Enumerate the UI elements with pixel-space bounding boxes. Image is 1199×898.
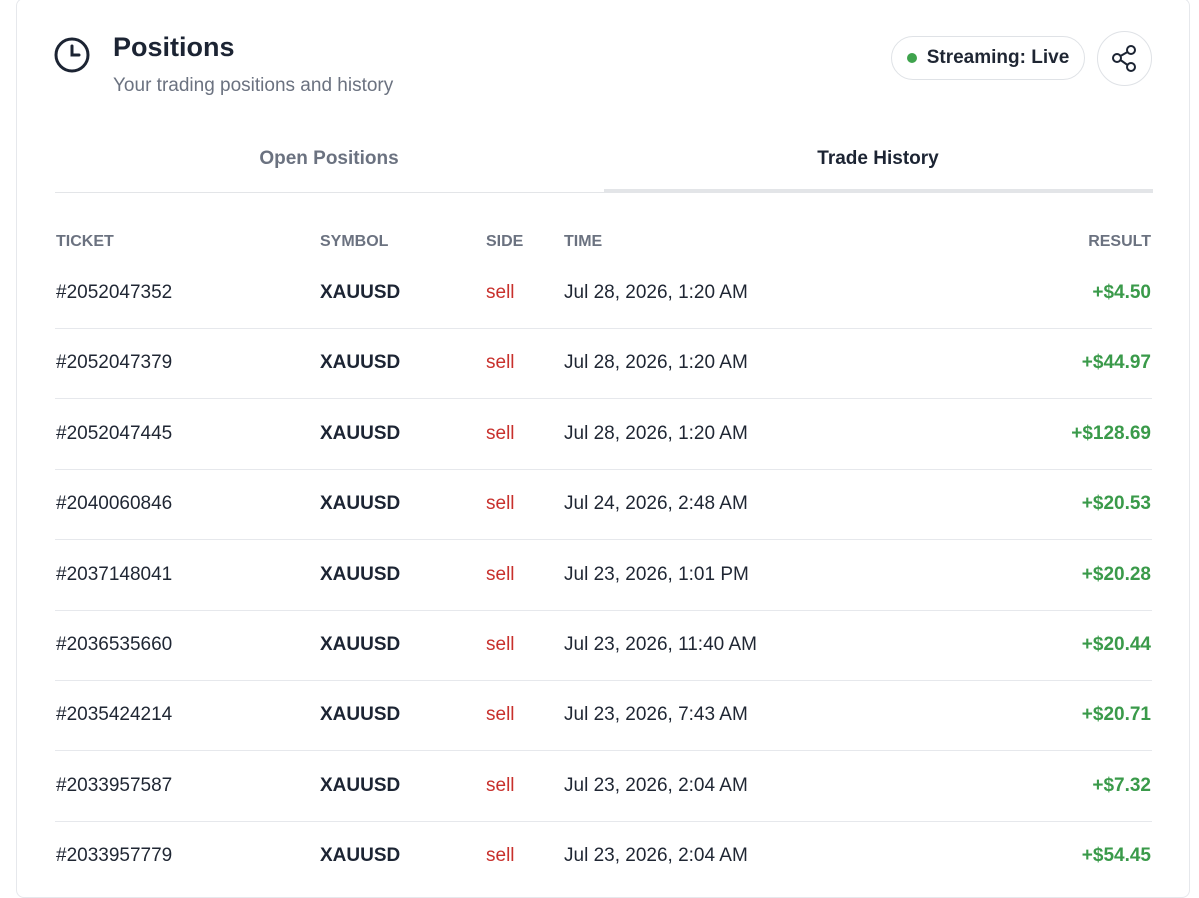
tab[interactable]: Trade History xyxy=(817,148,939,169)
share-icon xyxy=(1112,45,1136,72)
result-cell: +$20.44 xyxy=(1081,634,1151,655)
status-text: Streaming: Live xyxy=(926,47,1070,68)
time-cell: Jul 23, 2026, 1:01 PM xyxy=(564,563,749,585)
column-header: RESULT xyxy=(1088,233,1151,250)
column-header: SYMBOL xyxy=(320,233,389,250)
side-cell: sell xyxy=(486,352,515,374)
ticket-cell: #2033957587 xyxy=(56,774,173,796)
active-tab-indicator xyxy=(604,189,1153,193)
result-cell: +$20.53 xyxy=(1081,493,1151,515)
result-cell: +$128.69 xyxy=(1071,422,1151,444)
side-cell: sell xyxy=(486,634,515,655)
time-cell: Jul 23, 2026, 7:43 AM xyxy=(564,704,748,726)
side-cell: sell xyxy=(486,704,515,726)
column-header: TICKET xyxy=(56,233,114,250)
time-cell: Jul 23, 2026, 11:40 AM xyxy=(564,634,757,655)
streaming-status: Streaming: Live xyxy=(891,36,1085,80)
result-cell: +$4.50 xyxy=(1092,282,1151,303)
symbol-cell: XAUUSD xyxy=(320,845,401,867)
row-divider xyxy=(55,468,1152,470)
row-divider xyxy=(55,398,1152,400)
ticket-cell: #2035424214 xyxy=(56,704,173,726)
result-cell: +$20.28 xyxy=(1081,563,1151,585)
clock-icon xyxy=(54,37,90,73)
result-cell: +$44.97 xyxy=(1081,352,1151,374)
title: Positions xyxy=(113,32,235,62)
subtitle: Your trading positions and history xyxy=(113,75,394,96)
ticket-cell: #2052047352 xyxy=(56,282,173,303)
share-button[interactable] xyxy=(1097,31,1152,86)
row-divider xyxy=(55,539,1152,541)
result-cell: +$20.71 xyxy=(1081,704,1151,726)
side-cell: sell xyxy=(486,774,515,796)
ticket-cell: #2052047379 xyxy=(56,352,173,374)
positions-card xyxy=(16,0,1190,898)
column-header: TIME xyxy=(564,233,603,250)
time-cell: Jul 28, 2026, 1:20 AM xyxy=(564,422,748,444)
symbol-cell: XAUUSD xyxy=(320,563,401,585)
ticket-cell: #2040060846 xyxy=(56,493,173,515)
row-divider xyxy=(55,328,1152,329)
time-cell: Jul 23, 2026, 2:04 AM xyxy=(564,774,748,796)
tab-divider xyxy=(55,192,1152,193)
time-cell: Jul 28, 2026, 1:20 AM xyxy=(564,282,748,303)
ticket-cell: #2037148041 xyxy=(56,563,173,585)
page: Positions Your trading positions and his… xyxy=(16,0,1190,898)
time-cell: Jul 24, 2026, 2:48 AM xyxy=(564,493,748,515)
symbol-cell: XAUUSD xyxy=(320,282,401,303)
side-cell: sell xyxy=(486,282,515,303)
symbol-cell: XAUUSD xyxy=(320,493,401,515)
symbol-cell: XAUUSD xyxy=(320,634,401,655)
ticket-cell: #2033957779 xyxy=(56,845,173,867)
row-divider xyxy=(55,750,1152,752)
side-cell: sell xyxy=(486,563,515,585)
status-dot xyxy=(906,53,917,63)
symbol-cell: XAUUSD xyxy=(320,774,401,796)
row-divider xyxy=(55,609,1152,611)
result-cell: +$7.32 xyxy=(1092,774,1151,796)
side-cell: sell xyxy=(486,845,515,867)
result-cell: +$54.45 xyxy=(1081,845,1151,867)
symbol-cell: XAUUSD xyxy=(320,422,401,444)
row-divider xyxy=(55,820,1152,822)
time-cell: Jul 28, 2026, 1:20 AM xyxy=(564,352,748,374)
time-cell: Jul 23, 2026, 2:04 AM xyxy=(564,845,748,867)
symbol-cell: XAUUSD xyxy=(320,352,401,374)
side-cell: sell xyxy=(486,493,515,515)
side-cell: sell xyxy=(486,422,515,444)
ticket-cell: #2052047445 xyxy=(56,422,173,444)
tab[interactable]: Open Positions xyxy=(259,148,399,169)
ticket-cell: #2036535660 xyxy=(56,634,173,655)
row-divider xyxy=(55,680,1152,681)
symbol-cell: XAUUSD xyxy=(320,704,401,726)
column-header: SIDE xyxy=(486,233,524,250)
